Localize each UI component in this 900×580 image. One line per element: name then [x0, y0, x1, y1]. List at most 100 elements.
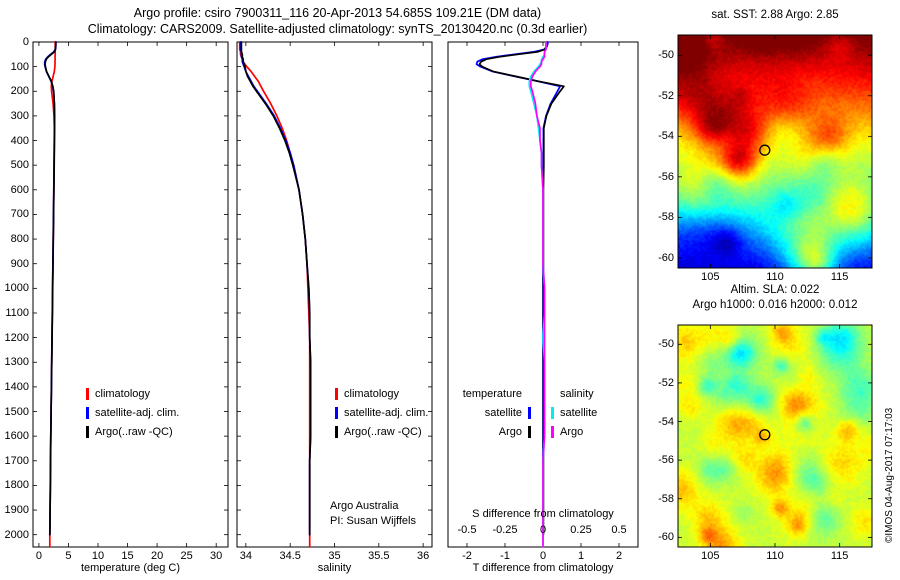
sla_map-y-tick-label: -58 — [658, 492, 674, 505]
legend-swatch-argo_raw_qc — [86, 426, 89, 438]
imos-watermark: ©IMOS 04-Aug-2017 07:17:03 — [884, 407, 895, 543]
legend-swatch-satellite_adj_clim — [335, 407, 338, 419]
sla_map-profile-location-marker — [759, 429, 771, 441]
temperature_profile-y-tick-label: 1900 — [4, 504, 29, 517]
sla_map-axes-box — [677, 324, 873, 548]
temperature_profile-y-tick-label: 1100 — [5, 306, 29, 319]
salinity_profile-x-tick-label: 36 — [417, 550, 430, 562]
s-scale-tick-label: -0.25 — [492, 524, 518, 536]
temperature_profile-y-tick-label: 400 — [10, 134, 29, 147]
difference_profile-x-tick-label: -2 — [462, 550, 472, 562]
sst_map-axes-box — [677, 34, 873, 269]
temperature_profile-y-tick-label: 1800 — [4, 479, 29, 492]
difference_profile-x-tick-label: 2 — [615, 550, 623, 562]
sst-map-title: sat. SST: 2.88 Argo: 2.85 — [711, 9, 839, 21]
salinity_profile-x-tick-label: 35.5 — [368, 550, 390, 562]
temperature_profile-x-tick-label: 15 — [121, 550, 134, 562]
title-line-2: Climatology: CARS2009. Satellite-adjuste… — [87, 22, 588, 36]
series-argo_raw_qc — [44, 41, 57, 536]
sst_map-x-tick-label: 110 — [766, 271, 784, 283]
annotation-principal-investigator: PI: Susan Wijffels — [330, 515, 416, 527]
difference_profile-x-tick-label: 1 — [577, 550, 585, 562]
temperature_profile-y-tick-label: 1700 — [4, 454, 29, 467]
temperature_profile-y-tick-label: 500 — [10, 159, 29, 172]
legend-label-satellite_adj_clim: satellite-adj. clim. — [344, 407, 429, 419]
temperature_profile-y-tick-label: 200 — [10, 85, 29, 98]
sst_map-y-tick-label: -54 — [658, 130, 674, 143]
temperature_profile-x-tick-label: 5 — [65, 550, 72, 562]
legend-label-salinity-satellite: satellite — [560, 407, 598, 419]
sst_map-y-tick-label: -56 — [658, 170, 674, 183]
legend-label-temperature-Argo: Argo — [498, 426, 522, 438]
temperature_profile-y-tick-label: 900 — [10, 257, 29, 270]
legend-swatch-salinity-Argo — [551, 426, 554, 438]
difference_profile-x-tick-label: -1 — [500, 550, 510, 562]
sla_map-y-tick-label: -52 — [658, 376, 674, 389]
title-line-1: Argo profile: csiro 7900311_116 20-Apr-2… — [133, 6, 542, 20]
salinity_profile-x-tick-label: 34 — [239, 550, 252, 562]
legend-swatch-temperature-Argo — [528, 426, 531, 438]
s-difference-axis-label: S difference from climatology — [472, 508, 614, 520]
series-argo_raw_qc — [240, 41, 312, 536]
s-scale-tick-label: 0 — [539, 524, 547, 536]
legend-swatch-climatology — [86, 388, 89, 400]
sst_map-y-tick-label: -50 — [658, 49, 674, 62]
sst-map-image — [678, 35, 872, 268]
temperature_profile-y-tick-label: 1200 — [4, 331, 29, 344]
temperature_profile-y-tick-label: 1600 — [4, 430, 29, 443]
figure-title: Argo profile: csiro 7900311_116 20-Apr-2… — [30, 5, 645, 37]
temperature_profile-x-tick-label: 0 — [35, 550, 42, 562]
temperature_profile-x-tick-label: 20 — [150, 550, 164, 562]
temperature_profile-y-tick-label: 100 — [10, 60, 29, 73]
legend-label-argo_raw_qc: Argo(..raw -QC) — [344, 426, 422, 438]
legend-swatch-climatology — [335, 388, 338, 400]
series-s_diff_argo — [529, 41, 547, 548]
temperature_profile-y-tick-label: 0 — [22, 36, 29, 48]
temperature_profile-y-tick-label: 1500 — [4, 405, 29, 418]
salinity_profile-axes-box — [236, 41, 433, 548]
legend-header-salinity: salinity — [560, 388, 594, 400]
s-scale-tick-label: 0.25 — [570, 524, 592, 536]
temperature_profile-x-tick-label: 25 — [180, 550, 193, 562]
temperature_profile-y-tick-label: 1400 — [4, 380, 29, 393]
legend-swatch-satellite_adj_clim — [86, 407, 89, 419]
temperature_profile-axes-box — [32, 41, 229, 548]
legend-swatch-salinity-satellite — [551, 407, 554, 419]
sla-map-image — [678, 325, 872, 547]
temperature_profile-y-tick-label: 300 — [10, 109, 29, 122]
temperature_profile-y-tick-label: 700 — [10, 208, 29, 221]
sla_map-y-tick-label: -56 — [658, 454, 674, 467]
annotation-argo-australia: Argo Australia — [330, 500, 399, 512]
temperature_profile-x-tick-label: 30 — [210, 550, 223, 562]
sst_map-profile-location-marker — [759, 144, 771, 156]
salinity_profile-x-tick-label: 34.5 — [279, 550, 301, 562]
salinity-axis-label: salinity — [317, 562, 352, 574]
sst_map-x-tick-label: 115 — [830, 271, 849, 283]
legend-label-argo_raw_qc: Argo(..raw -QC) — [95, 426, 173, 438]
s-scale-tick-label: 0.5 — [611, 524, 627, 536]
t-difference-axis-label: T difference from climatology — [472, 562, 614, 574]
series-t_diff_argo — [478, 41, 565, 536]
legend-label-salinity-Argo: Argo — [560, 426, 584, 438]
sst_map-y-tick-label: -58 — [658, 211, 674, 224]
temperature_profile-y-tick-label: 1000 — [4, 282, 29, 295]
legend-swatch-argo_raw_qc — [335, 426, 338, 438]
sla_map-y-tick-label: -50 — [658, 338, 674, 351]
legend-swatch-temperature-satellite — [528, 407, 531, 419]
legend-header-temperature: temperature — [462, 388, 522, 400]
sst_map-y-tick-label: -52 — [658, 89, 674, 102]
sla_map-y-tick-label: -54 — [658, 415, 674, 428]
sla-map-title-line2: Argo h1000: 0.016 h2000: 0.012 — [692, 299, 858, 311]
s-scale-tick-label: -0.5 — [457, 524, 477, 536]
sst_map-y-tick-label: -60 — [658, 251, 674, 264]
legend-label-climatology: climatology — [344, 388, 400, 400]
sla_map-y-tick-label: -60 — [658, 531, 674, 544]
temperature_profile-y-tick-label: 600 — [10, 183, 29, 196]
temperature_profile-x-tick-label: 10 — [91, 550, 105, 562]
temperature-axis-label: temperature (deg C) — [80, 562, 181, 574]
legend-label-temperature-satellite: satellite — [484, 407, 522, 419]
sla_map-x-tick-label: 115 — [830, 550, 849, 562]
sla-map-title-line1: Altim. SLA: 0.022 — [730, 284, 820, 296]
